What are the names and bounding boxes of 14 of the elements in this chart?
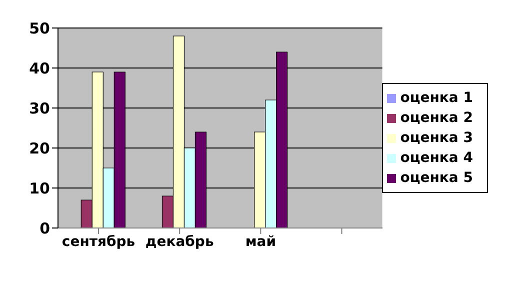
x-tick-label: декабрь — [145, 234, 214, 250]
legend-label: оценка 1 — [400, 90, 473, 106]
legend-label: оценка 2 — [400, 110, 473, 126]
y-tick-label: 40 — [29, 59, 50, 78]
x-tick-label: сентябрь — [62, 234, 136, 250]
legend-label: оценка 4 — [400, 150, 473, 166]
y-tick-label: 20 — [29, 139, 50, 158]
y-tick-label: 10 — [29, 179, 50, 198]
x-tick-label: май — [245, 234, 276, 250]
legend-label: оценка 3 — [400, 130, 473, 146]
legend-label: оценка 5 — [400, 170, 473, 186]
y-tick-label: 50 — [29, 19, 50, 38]
y-tick-label: 0 — [40, 219, 50, 238]
y-tick-label: 30 — [29, 99, 50, 118]
